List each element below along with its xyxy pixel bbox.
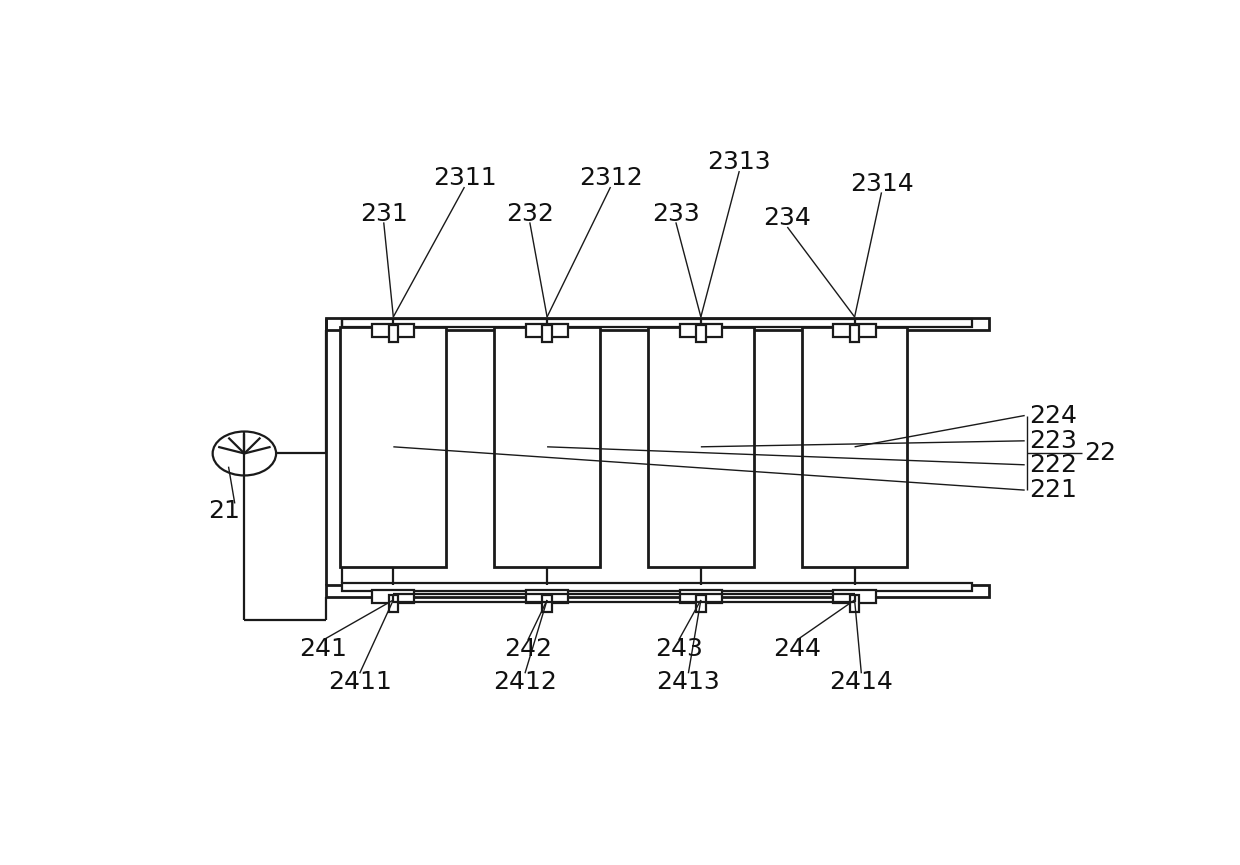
Text: 2412: 2412 — [494, 670, 557, 694]
Bar — [833, 324, 875, 336]
Text: 244: 244 — [773, 637, 821, 661]
Text: 233: 233 — [652, 202, 699, 226]
Text: 231: 231 — [360, 202, 408, 226]
Bar — [526, 590, 568, 604]
Bar — [542, 594, 552, 612]
Bar — [342, 583, 972, 591]
Bar — [849, 324, 859, 343]
Bar — [542, 324, 552, 343]
Text: 22: 22 — [1084, 441, 1116, 465]
Bar — [388, 594, 398, 612]
Text: 243: 243 — [655, 637, 703, 661]
Text: 221: 221 — [1029, 478, 1078, 502]
Bar — [680, 590, 722, 604]
Bar — [802, 327, 908, 567]
Bar — [326, 585, 990, 597]
Text: 224: 224 — [1029, 403, 1078, 427]
Bar — [495, 327, 600, 567]
Text: 234: 234 — [764, 207, 811, 230]
Text: 2311: 2311 — [433, 166, 496, 190]
Bar — [342, 319, 972, 327]
Text: 21: 21 — [208, 499, 241, 523]
Bar — [326, 318, 990, 330]
Bar — [372, 590, 414, 604]
Text: 242: 242 — [503, 637, 552, 661]
Bar — [680, 324, 722, 336]
Text: 2413: 2413 — [656, 670, 720, 694]
Text: 2313: 2313 — [708, 151, 771, 175]
Bar — [372, 324, 414, 336]
Bar — [696, 324, 706, 343]
Text: 223: 223 — [1029, 429, 1078, 452]
Text: 2414: 2414 — [830, 670, 893, 694]
Bar — [388, 324, 398, 343]
Text: 232: 232 — [506, 202, 554, 226]
Text: 2411: 2411 — [327, 670, 392, 694]
Bar — [849, 594, 859, 612]
Bar — [696, 594, 706, 612]
Text: 241: 241 — [299, 637, 347, 661]
Bar — [341, 327, 446, 567]
Bar — [833, 590, 875, 604]
Text: 222: 222 — [1029, 452, 1078, 477]
Bar — [526, 324, 568, 336]
Text: 2314: 2314 — [849, 172, 914, 195]
Text: 2312: 2312 — [579, 166, 642, 190]
Bar — [649, 327, 754, 567]
